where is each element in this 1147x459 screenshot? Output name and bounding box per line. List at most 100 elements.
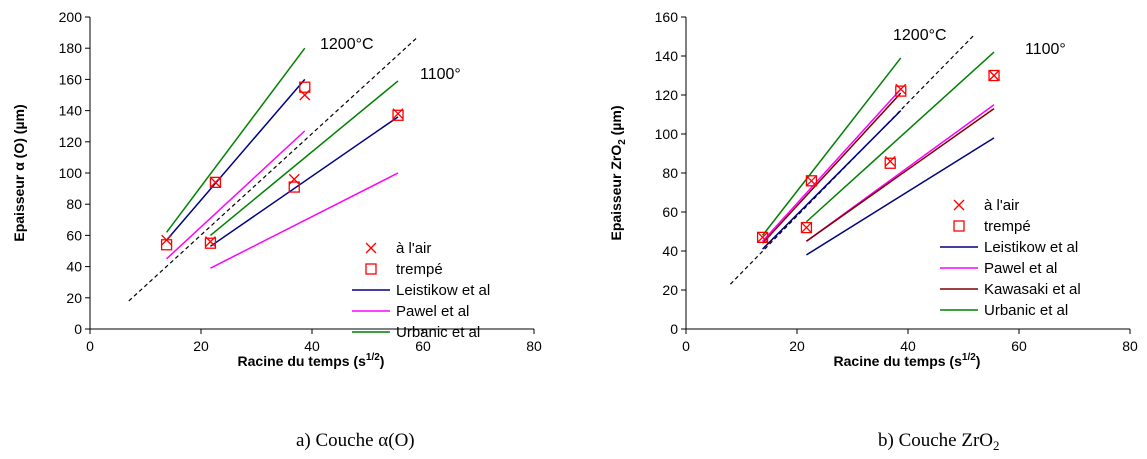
legend-label: Kawasaki et al (984, 281, 1081, 298)
y-tick-label: 160 (59, 71, 83, 87)
y-axis-title: Epaisseur α (O) (µm) (11, 104, 27, 241)
y-tick-label: 140 (655, 48, 679, 64)
y-tick-label: 20 (66, 290, 82, 306)
y-tick-label: 80 (66, 196, 82, 212)
point-trempe (988, 69, 1000, 82)
x-tick-label: 40 (900, 338, 916, 354)
legend-entry: Urbanic et al (352, 324, 480, 341)
legend-entry: trempé (953, 218, 1031, 235)
y-tick-label: 180 (59, 40, 83, 56)
legend-entry: Leistikow et al (352, 282, 490, 299)
legend-square-marker (365, 263, 377, 275)
point-a-lair (209, 176, 221, 188)
x-tick-label: 20 (193, 338, 209, 354)
point-x-stroke (800, 222, 812, 234)
legend-entry: à l'air (365, 240, 431, 257)
point-trempe (884, 157, 896, 169)
legend-label: trempé (396, 261, 443, 278)
figure-caption: a) Couche α(O) (296, 430, 415, 451)
x-tick-label: 20 (789, 338, 805, 354)
legend-label: Pawel et al (984, 260, 1057, 277)
annotation-label: 1100° (1025, 41, 1066, 58)
y-tick-label: 40 (662, 243, 678, 259)
y-tick-label: 60 (662, 204, 678, 220)
legend: à l'air trempé Leistikow et al Pawel et al U… (352, 240, 490, 341)
series-line-leistikow-et-al (806, 137, 995, 256)
y-tick-label: 100 (59, 165, 83, 181)
series-line-leistikow-et-al (762, 110, 902, 250)
legend-x-marker (953, 199, 965, 211)
figure-caption: b) Couche ZrO2 (878, 430, 1000, 453)
annotation-label: 1100° (420, 66, 461, 83)
point-x-stroke (805, 175, 817, 187)
y-tick-label: 100 (655, 126, 679, 142)
legend-label: Urbanic et al (396, 324, 480, 341)
y-tick-label: 120 (655, 87, 679, 103)
point-x-stroke (209, 176, 221, 188)
point-trempe (209, 176, 222, 189)
y-tick-label: 80 (662, 165, 678, 181)
y-tick-label: 160 (655, 9, 679, 25)
legend-label: trempé (984, 218, 1031, 235)
x-tick-label: 40 (304, 338, 320, 354)
point-trempe (392, 109, 404, 121)
x-axis-title: Racine du temps (s1/2) (238, 352, 385, 369)
point-trempe (805, 175, 818, 187)
y-tick-label: 40 (66, 259, 82, 275)
chart-b: 0 20 40 60 80 100 120 140 160 0 20 40 60 80 Racine du … (608, 9, 1138, 453)
series-line-urbanic-et-al (165, 47, 306, 233)
series-line-pawel-et-al (762, 88, 902, 242)
legend-entry: Urbanic et al (940, 302, 1068, 319)
point-x-stroke (988, 70, 1000, 81)
x-tick-label: 60 (415, 338, 431, 354)
point-trempe (895, 85, 907, 97)
series-line-leistikow-et-al (166, 78, 306, 241)
series-line-pawel-et-al (210, 172, 399, 269)
chart-a: 0 20 40 60 80 100 120 140 160 180 200 0 20 40 60 80 Raci… (11, 9, 542, 451)
legend-entry: Pawel et al (940, 260, 1057, 277)
series-line-urbanic-et-al (805, 51, 995, 223)
legend-label: à l'air (396, 240, 431, 257)
series-line-pawel-et-al (166, 130, 306, 260)
point-trempe (299, 81, 311, 93)
x-tick-label: 0 (682, 338, 690, 354)
point-trempe (288, 181, 300, 193)
point-a-lair (288, 173, 300, 185)
legend-label: à l'air (984, 197, 1019, 214)
point-trempe (756, 231, 769, 244)
series-line-urbanic-et-al (761, 57, 902, 236)
legend-entry: Pawel et al (352, 303, 469, 320)
point-trempe (204, 237, 217, 249)
dashed-reference-line (729, 34, 976, 285)
point-x-stroke (757, 231, 769, 243)
legend-entry: Kawasaki et al (940, 281, 1081, 298)
x-tick-label: 0 (86, 338, 94, 354)
legend-entry: Leistikow et al (940, 239, 1078, 256)
annotation-label: 1200°C (320, 36, 374, 53)
y-tick-label: 60 (66, 227, 82, 243)
series-line-leistikow-et-al (210, 116, 399, 247)
legend-label: Leistikow et al (396, 282, 490, 299)
annotation-label: 1200°C (893, 27, 947, 44)
y-tick-label: 0 (74, 321, 82, 337)
x-tick-label: 80 (1122, 338, 1138, 354)
legend-entry: trempé (365, 261, 443, 278)
x-tick-label: 60 (1011, 338, 1027, 354)
legend-square-marker (953, 220, 965, 232)
point-a-lair (805, 175, 817, 187)
x-axis-title: Racine du temps (s1/2) (834, 352, 981, 369)
point-trempe (160, 239, 173, 251)
point-trempe (800, 221, 813, 234)
y-axis-title: Epaisseur ZrO2 (µm) (608, 106, 628, 241)
point-a-lair (988, 70, 1000, 81)
legend-label: Urbanic et al (984, 302, 1068, 319)
dashed-reference-line (128, 36, 418, 302)
y-tick-label: 0 (670, 321, 678, 337)
series-line-kawasaki-et-al (762, 92, 902, 244)
point-a-lair (299, 89, 311, 101)
y-tick-label: 200 (59, 9, 83, 25)
series-line-urbanic-et-al (209, 80, 399, 236)
point-a-lair (800, 222, 812, 234)
legend: à l'air trempé Leistikow et al Pawel et al K… (940, 197, 1081, 319)
